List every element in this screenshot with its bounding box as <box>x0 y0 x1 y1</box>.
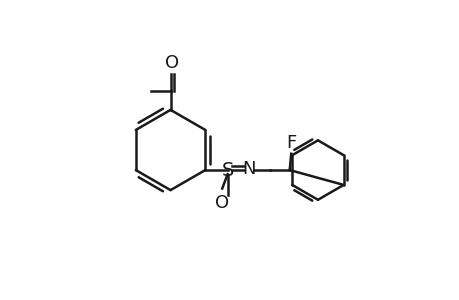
Text: O: O <box>165 54 179 72</box>
Text: S: S <box>221 160 233 180</box>
Text: O: O <box>215 194 229 212</box>
Text: F: F <box>285 134 296 152</box>
Text: N: N <box>242 160 255 178</box>
